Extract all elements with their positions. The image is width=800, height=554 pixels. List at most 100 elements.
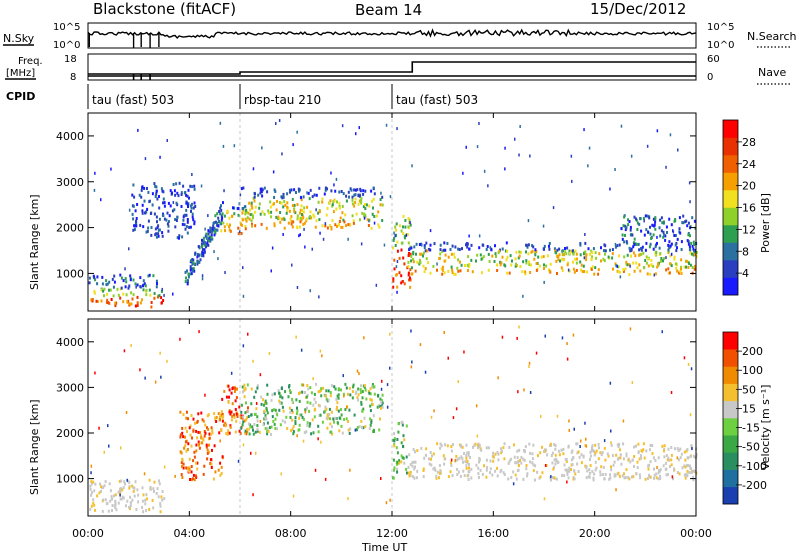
echo-cell [155, 189, 158, 193]
echo-cell [467, 453, 470, 457]
echo-cell [523, 388, 525, 392]
echo-cell [145, 493, 148, 497]
echo-cell [368, 391, 371, 395]
echo-cell [372, 414, 375, 418]
echo-cell [676, 237, 679, 241]
echo-cell [424, 267, 427, 271]
echo-cell [644, 477, 647, 481]
echo-cell [618, 474, 621, 478]
echo-cell [291, 400, 294, 404]
echo-cell [155, 235, 158, 239]
echo-cell [601, 473, 604, 476]
echo-cell [575, 252, 578, 256]
echo-cell [563, 253, 565, 257]
echo-cell [566, 468, 568, 472]
echo-cell [616, 457, 619, 461]
echo-cell [567, 476, 570, 480]
echo-cell [570, 468, 572, 471]
echo-cell [112, 294, 115, 298]
echo-cell [143, 199, 146, 203]
echo-cell [362, 407, 365, 411]
echo-cell [224, 229, 226, 233]
echo-cell [443, 259, 446, 263]
echo-cell [193, 187, 196, 191]
echo-cell [167, 220, 170, 224]
echo-cell [305, 395, 308, 399]
echo-cell [217, 468, 220, 472]
echo-cell [680, 272, 683, 275]
echo-cell [625, 468, 628, 472]
colorbar-swatch [723, 260, 738, 278]
echo-cell [353, 193, 356, 197]
echo-cell [534, 253, 537, 257]
echo-cell [599, 470, 602, 474]
echo-cell [96, 494, 99, 498]
echo-cell [572, 477, 575, 481]
echo-cell [647, 257, 650, 261]
echo-cell [392, 277, 395, 281]
echo-cell [432, 467, 435, 471]
echo-cell [690, 471, 693, 474]
echo-cell [214, 416, 217, 420]
echo-cell [649, 242, 652, 246]
echo-cell [231, 387, 234, 391]
noise-sky-label: N.Sky [3, 32, 35, 45]
echo-cell [449, 470, 452, 474]
colorbar-tick-label: 20 [742, 180, 756, 193]
echo-cell [595, 466, 598, 470]
echo-cell [147, 190, 150, 194]
echo-cell [250, 413, 253, 417]
echo-cell [688, 181, 691, 185]
echo-cell [133, 228, 136, 231]
echo-cell [489, 467, 492, 471]
echo-cell [607, 454, 610, 458]
echo-cell [664, 238, 667, 242]
echo-cell [412, 257, 415, 261]
echo-cell [321, 354, 323, 358]
colorbar-swatch [723, 225, 738, 243]
echo-cell [219, 461, 222, 465]
echo-cell [359, 388, 362, 392]
echo-cell [158, 228, 161, 232]
echo-cell [281, 405, 284, 409]
echo-cell [199, 431, 201, 434]
echo-cell [150, 233, 153, 237]
echo-cell [277, 389, 280, 393]
echo-cell [112, 494, 115, 498]
echo-cell [218, 219, 220, 223]
echo-cell [639, 476, 642, 480]
echo-cell [622, 419, 625, 423]
echo-cell [617, 445, 620, 448]
echo-cell [519, 125, 521, 128]
echo-cell [157, 295, 159, 299]
echo-cell [566, 357, 569, 361]
echo-cell [489, 459, 492, 463]
echo-cell [527, 243, 530, 247]
echo-cell [154, 185, 157, 188]
echo-cell [480, 257, 483, 261]
echo-cell [195, 429, 198, 433]
echo-cell [425, 453, 427, 457]
echo-cell [160, 375, 162, 379]
echo-cell [430, 457, 432, 461]
echo-cell [548, 269, 551, 273]
echo-cell [689, 413, 692, 417]
echo-cell [191, 267, 194, 271]
echo-cell [425, 447, 428, 451]
echo-cell [159, 502, 162, 506]
echo-cell [680, 248, 683, 251]
echo-cell [161, 490, 164, 493]
echo-cell [513, 443, 515, 447]
echo-cell [110, 167, 112, 171]
echo-cell [477, 466, 480, 470]
echo-cell [616, 443, 619, 447]
echo-cell [187, 417, 189, 421]
echo-cell [345, 417, 348, 421]
echo-cell [218, 431, 221, 435]
echo-cell [603, 439, 606, 443]
echo-cell [275, 208, 278, 212]
echo-cell [525, 259, 528, 263]
echo-cell [381, 393, 384, 397]
echo-cell [248, 432, 251, 436]
echo-cell [638, 248, 641, 252]
